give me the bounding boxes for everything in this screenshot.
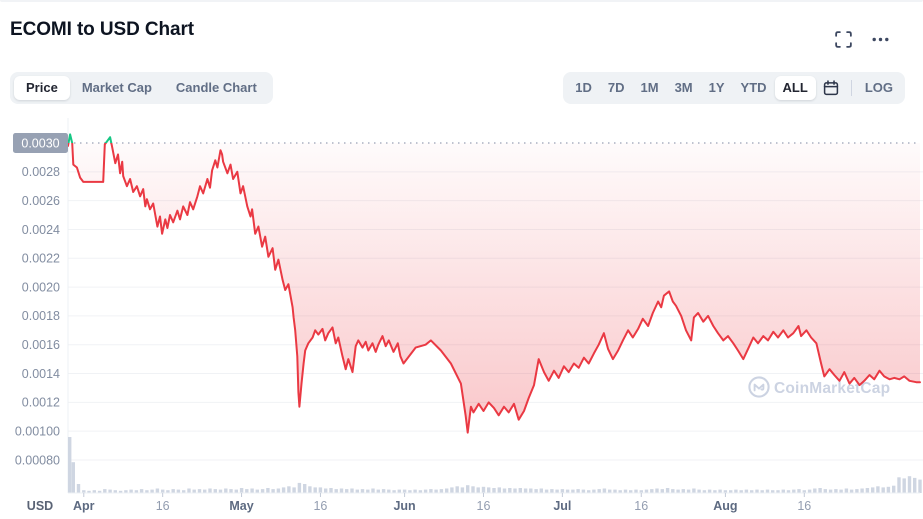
card-top-edge <box>0 0 923 2</box>
chart-type-toggle: Price Market Cap Candle Chart <box>10 72 273 104</box>
range-ytd[interactable]: YTD <box>740 80 767 95</box>
range-7d[interactable]: 7D <box>607 80 625 95</box>
x-axis-label: 16 <box>156 499 170 513</box>
range-1d[interactable]: 1D <box>575 80 592 95</box>
y-axis-highlight-badge <box>13 133 68 153</box>
svg-text:CoinMarketCap: CoinMarketCap <box>774 380 890 397</box>
y-axis-label: 0.0020 <box>22 280 60 294</box>
y-axis-label: 0.00100 <box>15 424 60 438</box>
y-axis-label: 0.00080 <box>15 453 60 467</box>
more-options-button[interactable] <box>870 29 890 49</box>
tab-candle-chart[interactable]: Candle Chart <box>175 80 257 95</box>
y-axis-highlight-label: 0.0030 <box>21 136 59 150</box>
range-all[interactable]: ALL <box>774 76 816 100</box>
price-line <box>67 143 921 434</box>
y-axis-label: 0.0012 <box>22 396 60 410</box>
calendar-button[interactable] <box>816 78 846 98</box>
y-axis-label: 0.0028 <box>22 165 60 179</box>
chart-toolbar: Price Market Cap Candle Chart 1D 7D 1M 3… <box>0 72 923 104</box>
y-axis-label: 0.0014 <box>22 367 60 381</box>
x-axis-label: 16 <box>634 499 648 513</box>
tab-market-cap[interactable]: Market Cap <box>81 80 152 95</box>
x-axis-label: Jul <box>553 499 571 513</box>
range-toggle: 1D 7D 1M 3M 1Y YTD ALL LOG <box>563 72 905 104</box>
log-scale-toggle[interactable]: LOG <box>864 80 893 95</box>
currency-unit-label: USD <box>27 499 53 513</box>
volume-bars <box>68 437 922 493</box>
range-1y[interactable]: 1Y <box>708 80 725 95</box>
y-axis-label: 0.0024 <box>22 223 60 237</box>
coinmarketcap-watermark: CoinMarketCap <box>748 376 890 398</box>
x-axis-label: Aug <box>713 499 737 513</box>
range-1m[interactable]: 1M <box>640 80 659 95</box>
y-axis-label: 0.0018 <box>22 309 60 323</box>
range-3m[interactable]: 3M <box>674 80 693 95</box>
calendar-icon <box>823 80 839 96</box>
y-axis-label: 0.0016 <box>22 338 60 352</box>
x-axis-label: Apr <box>73 499 95 513</box>
x-axis-label: 16 <box>477 499 491 513</box>
page-title: ECOMI to USD Chart <box>10 19 194 40</box>
y-axis-label: 0.0026 <box>22 194 60 208</box>
tab-price[interactable]: Price <box>14 76 70 100</box>
x-axis-label: 16 <box>313 499 327 513</box>
x-axis-label: May <box>229 499 253 513</box>
ellipsis-icon <box>871 30 890 49</box>
toolbar-divider <box>850 80 852 96</box>
fullscreen-button[interactable] <box>833 29 853 49</box>
price-area-fill <box>68 134 920 433</box>
x-axis-label: Jun <box>393 499 415 513</box>
y-axis-label: 0.0022 <box>22 252 60 266</box>
fullscreen-expand-icon <box>834 30 852 48</box>
x-axis-label: 16 <box>797 499 811 513</box>
